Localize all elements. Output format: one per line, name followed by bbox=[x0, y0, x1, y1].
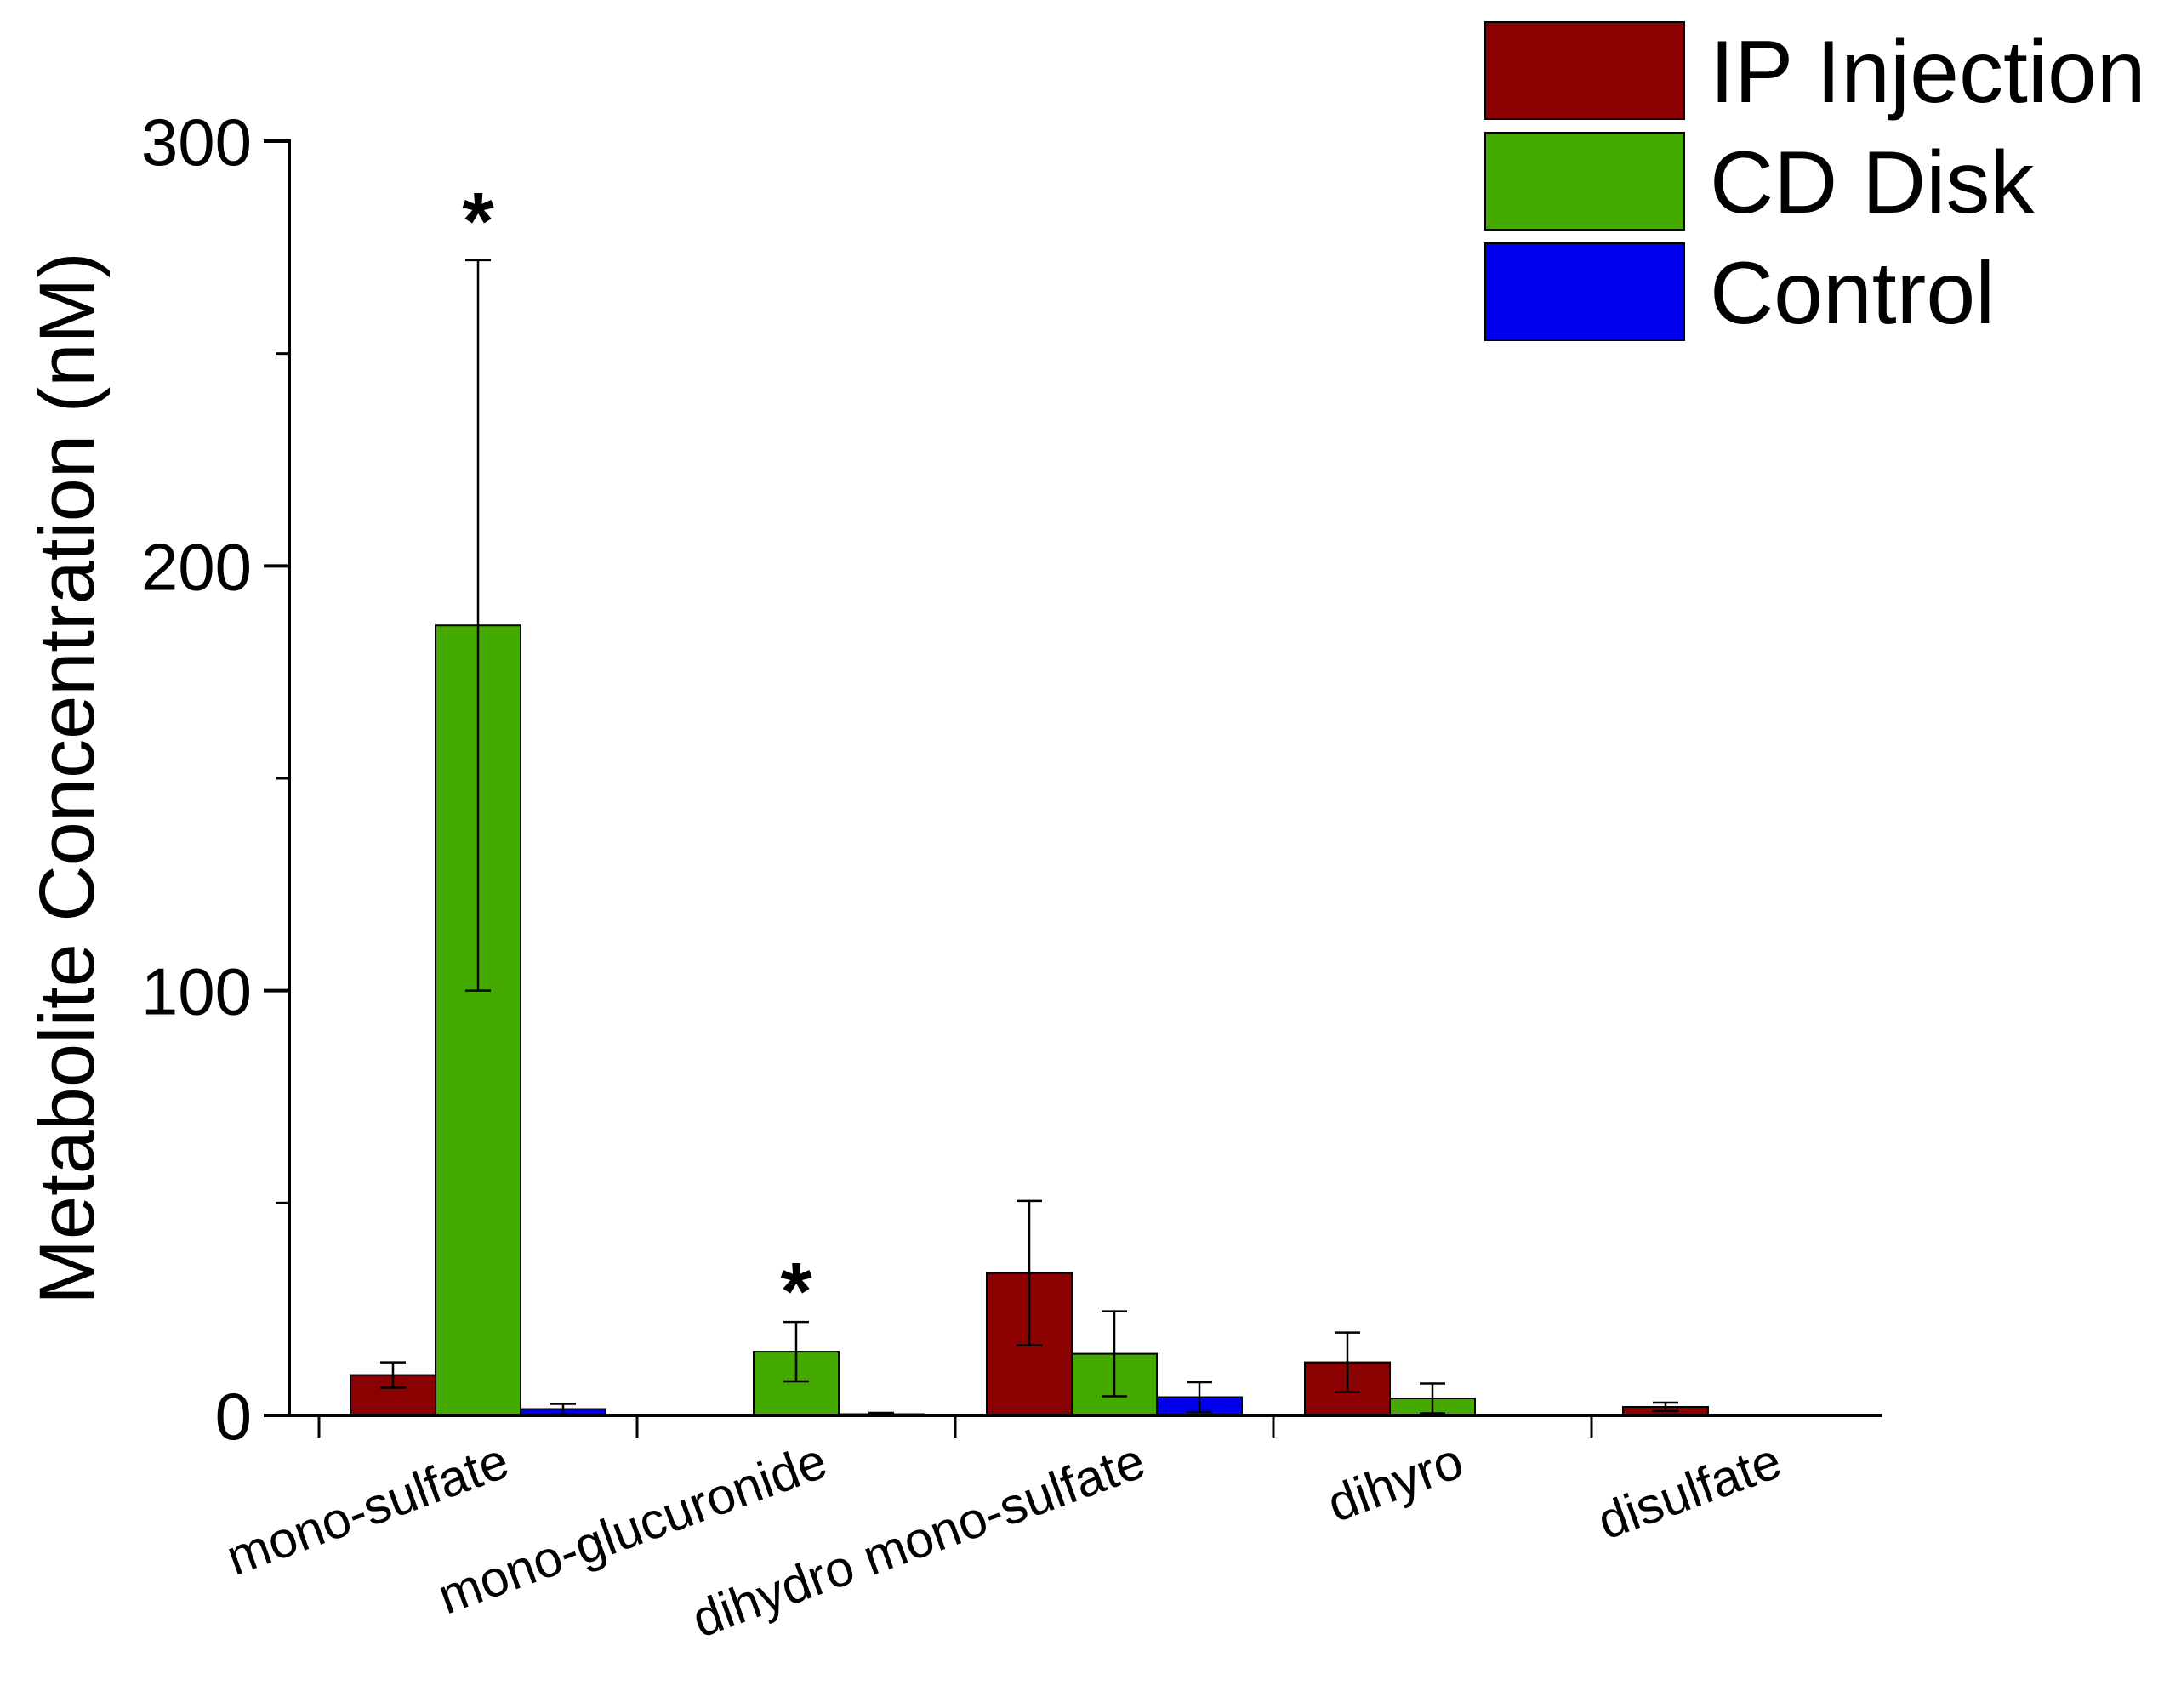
legend-swatch-ip-injection bbox=[1484, 21, 1685, 120]
legend-label-cd-disk: CD Disk bbox=[1710, 134, 2035, 232]
significance-marker-2: * bbox=[780, 1246, 812, 1337]
error-bar-cd-disk-dihyro bbox=[1420, 1382, 1445, 1415]
legend-label-control: Control bbox=[1710, 244, 1995, 343]
error-bar-ip-injection-mono-sulfate bbox=[380, 1361, 406, 1389]
legend-label-ip-injection: IP Injection bbox=[1710, 23, 2146, 122]
y-tick-label-300: 300 bbox=[141, 105, 252, 179]
legend-swatch-control bbox=[1484, 242, 1685, 341]
plot-area: ** bbox=[350, 176, 1709, 1417]
error-bar-cd-disk-dihydro-mono-sulfate bbox=[1102, 1310, 1127, 1398]
error-bar-ip-injection-dihydro-mono-sulfate bbox=[1017, 1199, 1042, 1346]
legend-swatch-cd-disk bbox=[1484, 132, 1685, 231]
error-bar-ip-injection-dihyro bbox=[1335, 1331, 1360, 1393]
x-tick-label-disulfate: disulfate bbox=[1591, 1432, 1789, 1550]
error-bar-ip-injection-disulfate bbox=[1653, 1401, 1678, 1413]
y-tick-label-100: 100 bbox=[141, 954, 252, 1029]
x-tick-label-dihyro: dihyro bbox=[1320, 1432, 1470, 1533]
error-bar-control-dihydro-mono-sulfate bbox=[1187, 1381, 1212, 1414]
y-axis-title: Metabolite Concentration (nM) bbox=[24, 252, 111, 1304]
y-tick-label-200: 200 bbox=[141, 529, 252, 604]
error-bar-cd-disk-mono-sulfate bbox=[465, 259, 491, 992]
legend: IP Injection CD Disk Control bbox=[1484, 21, 2146, 343]
error-bar-cd-disk-mono-glucuronide bbox=[783, 1320, 809, 1383]
y-tick-label-0: 0 bbox=[215, 1379, 252, 1454]
significance-marker-1: * bbox=[462, 176, 494, 267]
